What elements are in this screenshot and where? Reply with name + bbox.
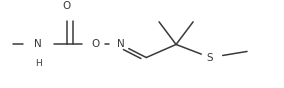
Text: N: N	[34, 39, 42, 49]
Text: S: S	[207, 53, 214, 63]
Text: N: N	[117, 39, 125, 49]
Text: H: H	[35, 59, 42, 68]
Text: O: O	[91, 39, 99, 49]
Text: O: O	[62, 1, 71, 11]
